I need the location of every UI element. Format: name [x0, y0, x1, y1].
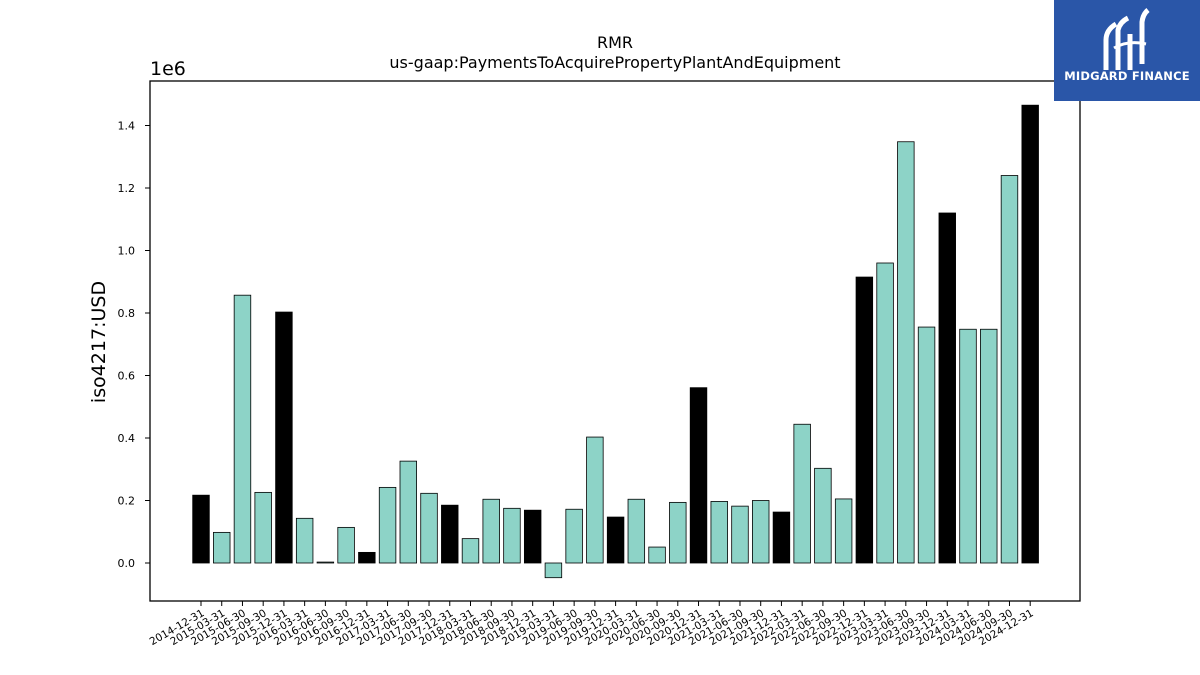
- bar-2020-09-30: [669, 501, 687, 564]
- bar-2018-03-31: [461, 538, 480, 564]
- bar-2022-12-31: [855, 276, 874, 564]
- bar-2021-09-30: [752, 500, 770, 564]
- bar-2022-09-30: [834, 498, 853, 564]
- plot-frame: [149, 80, 1081, 602]
- bar-2018-06-30: [482, 498, 500, 564]
- bar-2016-09-30: [337, 526, 355, 564]
- y-tick-label: 0.2: [118, 495, 136, 508]
- y-tick-label: 1.2: [118, 182, 136, 195]
- bar-2023-06-30: [897, 141, 915, 564]
- bar-2015-12-31: [275, 311, 293, 564]
- bar-2017-09-30: [420, 492, 438, 564]
- bar-2016-12-31: [358, 551, 376, 564]
- bar-2020-03-31: [627, 498, 646, 564]
- bar-2024-03-31: [959, 328, 977, 564]
- chart-subtitle: us-gaap:PaymentsToAcquirePropertyPlantAn…: [389, 53, 840, 72]
- bar-2017-12-31: [441, 504, 459, 564]
- bar-2020-06-30: [648, 546, 666, 564]
- bar-2016-06-30: [316, 561, 335, 564]
- bar-2021-03-31: [710, 501, 728, 564]
- bar-2018-12-31: [523, 509, 542, 564]
- bars-group: [192, 104, 1039, 579]
- bar-2015-03-31: [213, 531, 231, 564]
- bar-2015-06-30: [233, 294, 252, 564]
- bar-2024-12-31: [1021, 104, 1039, 564]
- y-tick-label: 1.4: [118, 120, 136, 133]
- bar-2014-12-31: [192, 494, 210, 564]
- bar-2024-09-30: [1000, 175, 1019, 564]
- y-tick-label: 0.6: [118, 370, 136, 383]
- bar-2021-06-30: [731, 505, 749, 564]
- y-tick-label: 0.4: [118, 432, 136, 445]
- brand-logo: MIDGARD FINANCE: [1054, 0, 1200, 101]
- bar-2019-06-30: [565, 508, 583, 564]
- y-axis-label: iso4217:USD: [88, 281, 110, 403]
- bar-2023-12-31: [938, 212, 956, 564]
- bar-2019-09-30: [586, 436, 604, 564]
- x-axis-ticks: 2014-12-312015-03-312015-06-302015-09-30…: [148, 601, 1036, 648]
- bar-2023-03-31: [876, 262, 894, 564]
- y-scale-label: 1e6: [150, 58, 186, 80]
- y-tick-label: 1.0: [118, 245, 136, 258]
- bar-2024-06-30: [980, 328, 998, 564]
- chart-title: RMR: [597, 33, 633, 52]
- bar-2022-03-31: [793, 423, 811, 564]
- midgard-logo-icon: [1103, 8, 1150, 70]
- bar-2018-09-30: [503, 507, 521, 564]
- y-tick-label: 0.0: [118, 557, 136, 570]
- bar-2015-09-30: [254, 491, 272, 564]
- bar-2021-12-31: [772, 511, 791, 564]
- bar-2020-12-31: [689, 387, 708, 564]
- bar-2016-03-31: [295, 517, 314, 564]
- y-tick-label: 0.8: [118, 307, 136, 320]
- bar-2019-03-31: [544, 562, 563, 579]
- bar-2022-06-30: [814, 467, 832, 564]
- bar-2017-03-31: [378, 486, 397, 564]
- bar-2017-06-30: [399, 460, 418, 564]
- bar-2019-12-31: [606, 516, 625, 564]
- brand-name: MIDGARD FINANCE: [1064, 69, 1190, 83]
- bar-2023-09-30: [917, 326, 936, 564]
- y-axis-ticks: 0.0 0.2 0.4 0.6 0.8 1.0 1.2 1.4: [118, 120, 150, 570]
